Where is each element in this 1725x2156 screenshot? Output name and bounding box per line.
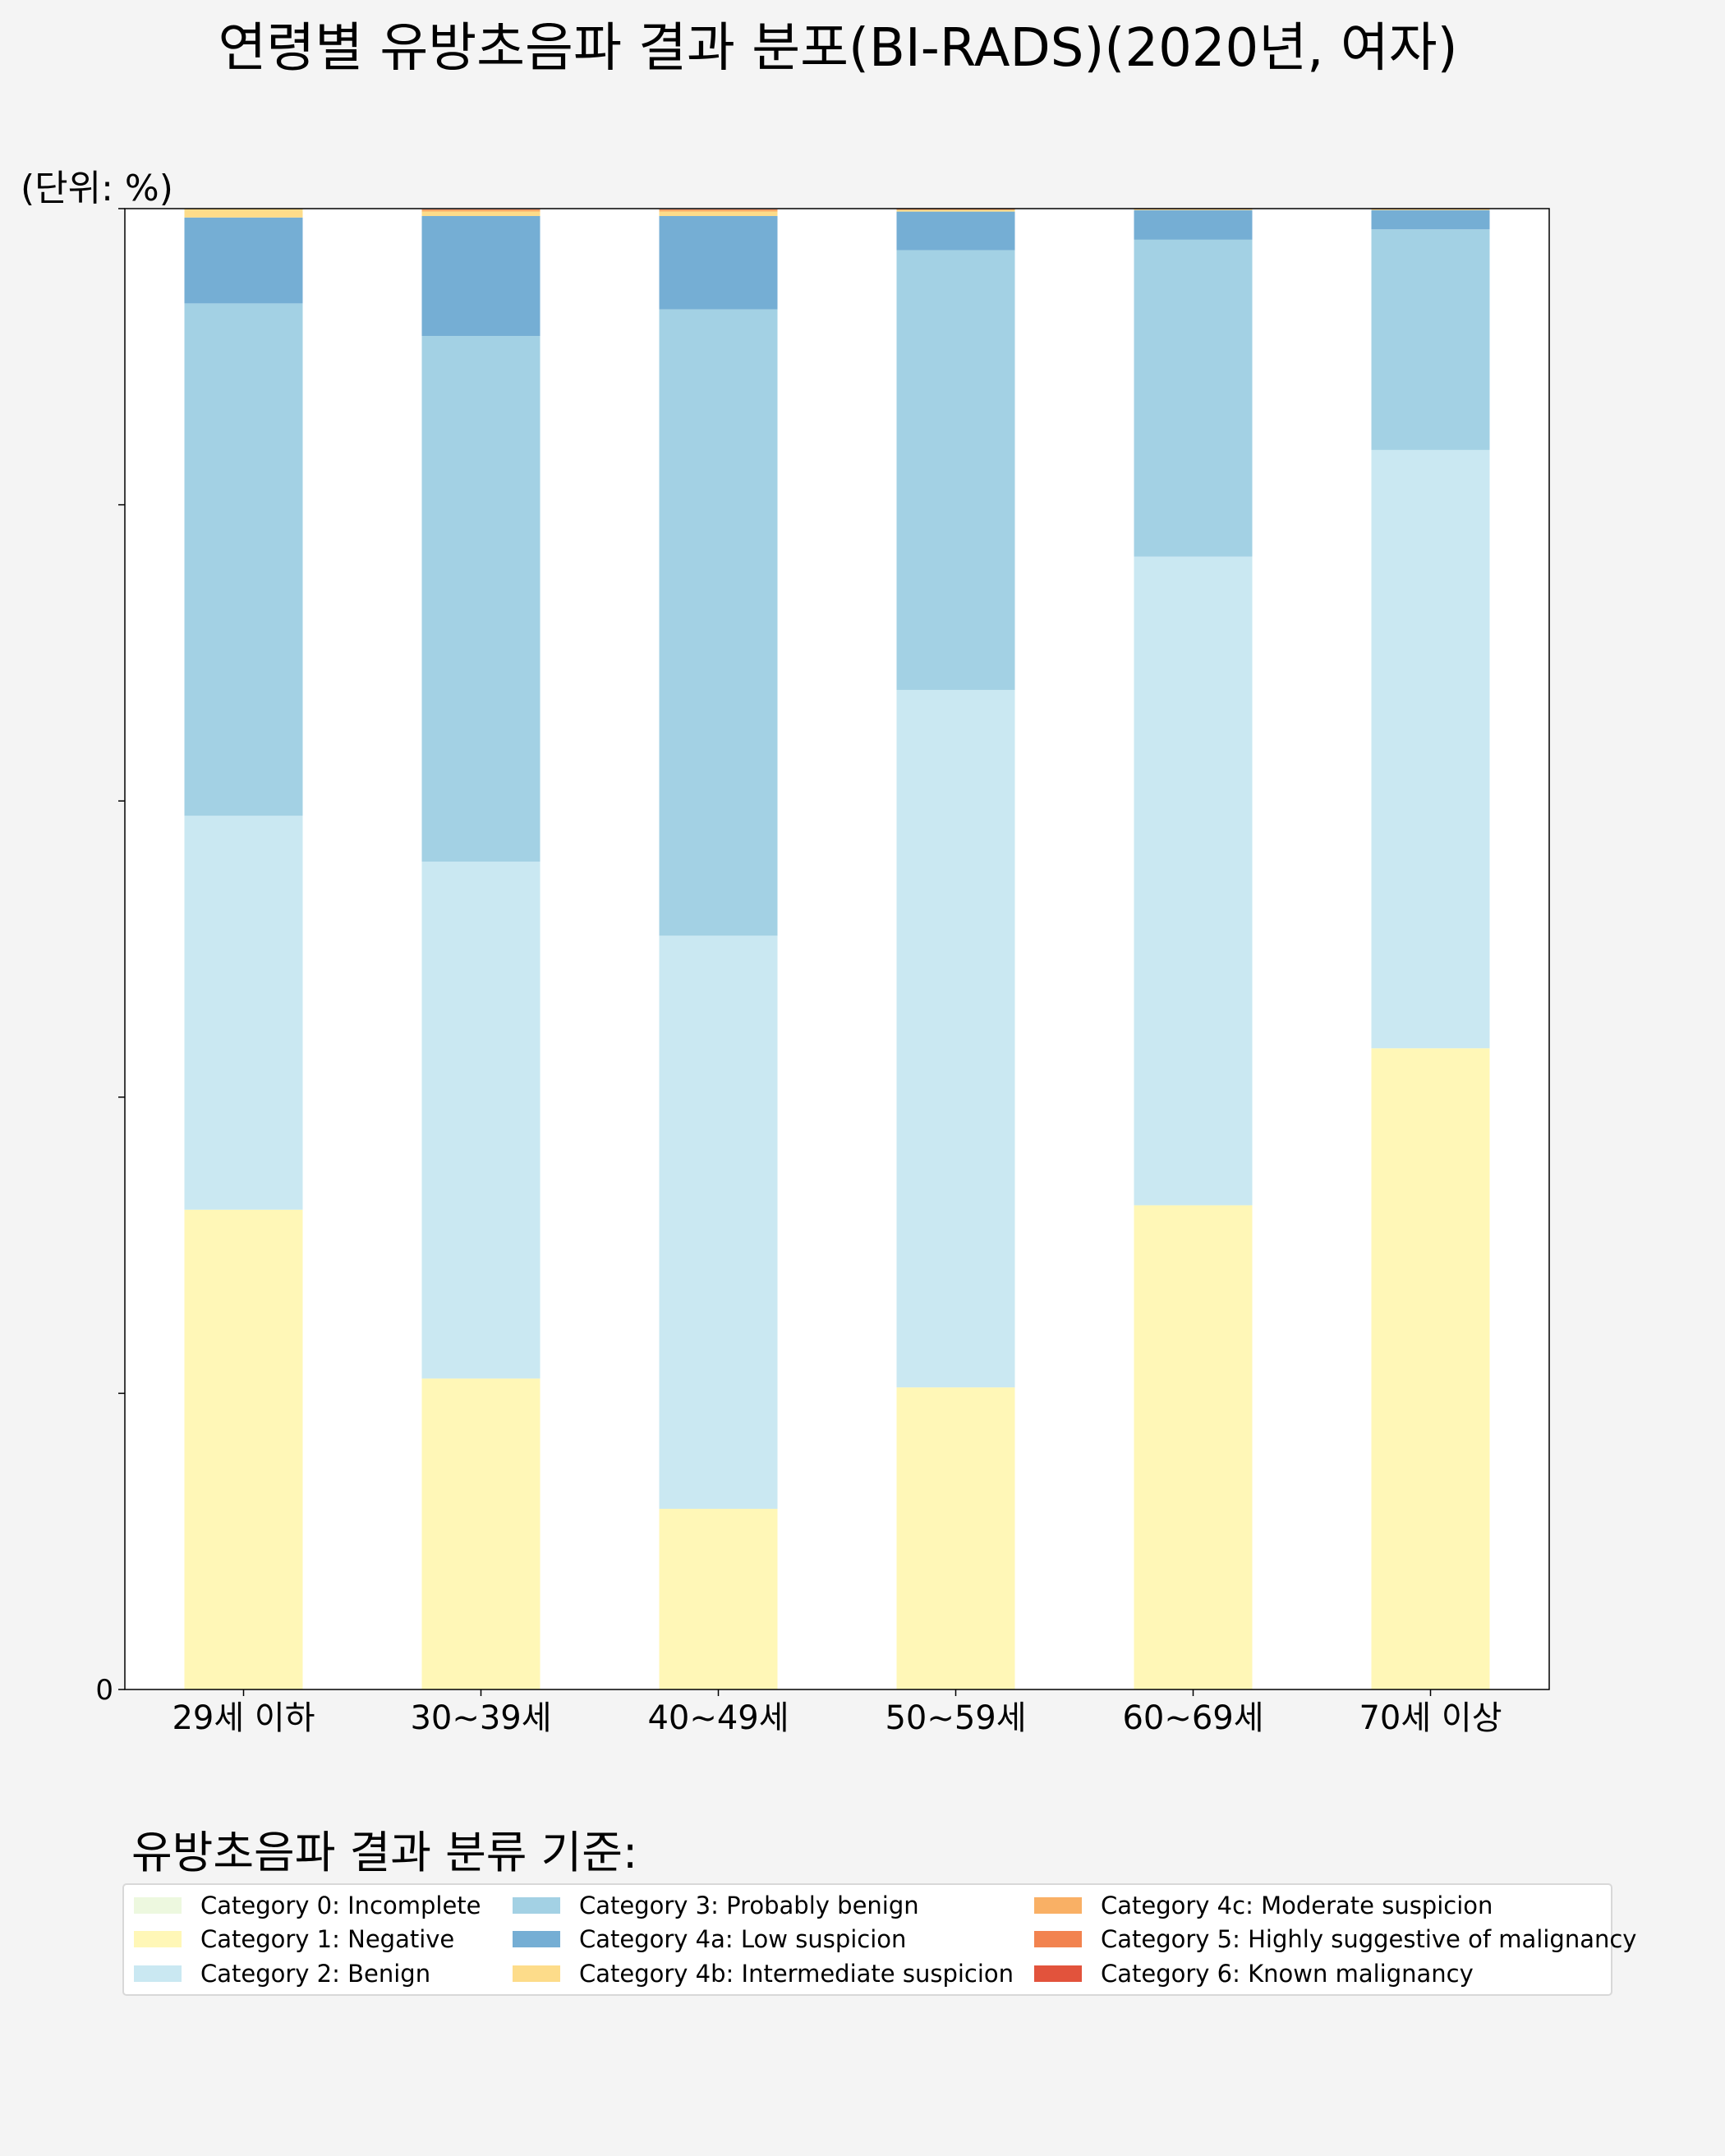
legend-box (122, 1883, 1612, 1996)
bar-segment-4-3 (1134, 239, 1253, 557)
unit-label: (단위: %) (21, 168, 173, 209)
legend-label-4: Category 4a: Low suspicion (579, 1925, 906, 1953)
bar-segment-2-6 (659, 209, 778, 212)
bar-segment-1-1 (421, 1378, 540, 1689)
plot-frame (124, 208, 1550, 1690)
legend-label-0: Category 0: Incomplete (200, 1892, 481, 1919)
bar-segment-2-1 (659, 1509, 778, 1689)
bar-segment-0-3 (184, 303, 303, 816)
bar-segment-5-2 (1371, 449, 1490, 1049)
legend-swatch-4 (513, 1931, 560, 1947)
legend-swatch-6 (1034, 1897, 1082, 1914)
bar-segment-1-6 (421, 209, 540, 212)
bar-segment-1-7 (421, 209, 540, 210)
x-tick-label-1: 30~39세 (410, 1699, 551, 1737)
y-tick-label-0: 0 (95, 1674, 113, 1707)
legend-label-1: Category 1: Negative (200, 1925, 454, 1953)
x-tick-label-5: 70세 이상 (1359, 1699, 1502, 1737)
bar-segment-5-5 (1371, 209, 1490, 210)
bar-segment-1-2 (421, 862, 540, 1379)
bar-segment-4-1 (1134, 1205, 1253, 1689)
bar-segment-1-4 (421, 216, 540, 337)
bar-segment-3-6 (896, 209, 1015, 210)
bar-segment-4-2 (1134, 556, 1253, 1206)
bar-segment-5-3 (1371, 229, 1490, 450)
y-axis-ticks: 0 (95, 208, 125, 1707)
bar-segment-3-3 (896, 250, 1015, 690)
bar-segment-4-4 (1134, 209, 1253, 240)
legend: Category 0: Incomplete Category 1: Negati… (134, 1892, 1636, 1988)
bar-segment-1-5 (421, 211, 540, 217)
bars-layer (184, 208, 1490, 1689)
bar-segment-2-2 (659, 935, 778, 1510)
bar-segment-5-4 (1371, 209, 1490, 230)
legend-title: 유방초음파 결과 분류 기준: (131, 1827, 637, 1878)
bar-segment-4-5 (1134, 209, 1253, 210)
bar-segment-0-2 (184, 816, 303, 1210)
legend-label-7: Category 5: Highly suggestive of maligna… (1101, 1925, 1636, 1953)
bar-segment-1-3 (421, 336, 540, 862)
bar-segment-3-1 (896, 1387, 1015, 1689)
legend-label-8: Category 6: Known malignancy (1101, 1960, 1474, 1988)
legend-swatch-0 (134, 1897, 182, 1914)
legend-swatch-1 (134, 1931, 182, 1947)
legend-label-2: Category 2: Benign (200, 1960, 430, 1988)
bar-segment-3-2 (896, 689, 1015, 1388)
legend-swatch-8 (1034, 1965, 1082, 1982)
bar-segment-3-4 (896, 211, 1015, 251)
chart-title: 연령별 유방초음파 결과 분포(BI-RADS)(2020년, 여자) (218, 18, 1457, 79)
plot-area (125, 209, 1549, 1689)
x-tick-label-2: 40~49세 (647, 1699, 789, 1737)
bar-segment-0-4 (184, 217, 303, 304)
bar-segment-2-5 (659, 211, 778, 217)
x-tick-label-0: 29세 이하 (172, 1699, 315, 1737)
legend-swatch-2 (134, 1965, 182, 1982)
legend-label-3: Category 3: Probably benign (579, 1892, 919, 1919)
bar-segment-0-1 (184, 1209, 303, 1689)
x-tick-label-4: 60~69세 (1122, 1699, 1263, 1737)
legend-label-5: Category 4b: Intermediate suspicion (579, 1960, 1014, 1988)
bar-segment-0-5 (184, 209, 303, 218)
bar-segment-2-4 (659, 216, 778, 310)
bar-segment-5-1 (1371, 1048, 1490, 1689)
legend-label-6: Category 4c: Moderate suspicion (1101, 1892, 1493, 1919)
legend-swatch-7 (1034, 1931, 1082, 1947)
x-axis-ticks: 29세 이하 30~39세 40~49세 50~59세 60~69세 70세 이상 (172, 1689, 1502, 1737)
legend-swatch-5 (513, 1965, 560, 1982)
bar-segment-3-5 (896, 209, 1015, 212)
bar-segment-2-7 (659, 209, 778, 210)
legend-swatch-3 (513, 1897, 560, 1914)
x-tick-label-3: 50~59세 (885, 1699, 1026, 1737)
bar-segment-2-3 (659, 309, 778, 936)
